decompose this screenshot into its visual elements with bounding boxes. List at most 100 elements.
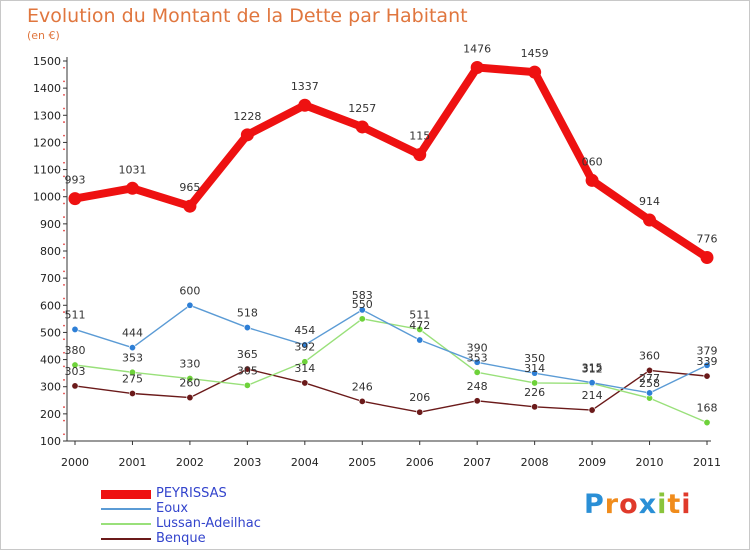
data-point — [531, 369, 539, 377]
x-tick-label: 2007 — [463, 456, 491, 469]
data-point — [183, 199, 197, 213]
data-label: 365 — [237, 348, 258, 361]
x-tick-label: 2006 — [406, 456, 434, 469]
data-point — [588, 406, 596, 414]
y-minor-tick — [63, 216, 65, 218]
data-point — [128, 344, 136, 352]
data-point — [243, 365, 251, 373]
data-label: 315 — [582, 362, 603, 375]
data-point — [473, 397, 481, 405]
data-label: 168 — [697, 402, 718, 415]
x-tick-label: 2008 — [521, 456, 549, 469]
data-point — [301, 358, 309, 366]
data-label: 206 — [409, 391, 430, 404]
data-point — [186, 301, 194, 309]
data-point — [703, 419, 711, 427]
data-label: 258 — [639, 377, 660, 390]
data-point — [71, 325, 79, 333]
y-minor-tick — [63, 66, 65, 69]
legend-item: Lussan-Adeilhac — [101, 516, 361, 532]
data-point — [416, 336, 424, 344]
series-line-benque — [74, 368, 708, 413]
data-point — [243, 324, 251, 332]
data-point — [358, 397, 366, 405]
logo-letter: r — [604, 489, 620, 520]
data-point — [301, 379, 309, 387]
y-minor-tick — [63, 94, 65, 96]
data-label: 390 — [467, 341, 488, 354]
y-minor-tick — [63, 324, 65, 327]
data-label: 115 — [409, 130, 430, 143]
y-minor-tick — [63, 284, 65, 286]
legend-label: PEYRISSAS — [156, 486, 227, 501]
series-line-eoux — [74, 304, 708, 394]
y-minor-tick — [63, 338, 65, 341]
data-label: 330 — [179, 358, 200, 371]
chart-axes — [66, 57, 711, 442]
data-point — [298, 98, 312, 112]
x-tick-label: 2005 — [348, 456, 376, 469]
logo-letter: i — [681, 489, 692, 520]
y-tick-label: 1500 — [33, 55, 61, 68]
y-tick-label: 1200 — [33, 136, 61, 149]
y-minor-tick — [63, 419, 65, 422]
data-point — [585, 173, 599, 187]
data-label: 305 — [237, 364, 258, 377]
data-point — [643, 213, 657, 227]
series-line-lussan-adeilhac — [74, 318, 708, 424]
y-minor-tick — [63, 229, 65, 232]
y-minor-tick — [63, 107, 65, 110]
data-point — [700, 251, 714, 265]
data-point — [128, 368, 136, 376]
data-point — [413, 148, 427, 162]
chart-title: Evolution du Montant de la Dette par Hab… — [27, 5, 468, 27]
data-point — [528, 65, 542, 79]
data-point — [186, 394, 194, 402]
y-minor-tick — [63, 297, 65, 300]
y-minor-tick — [63, 121, 65, 123]
legend-swatch — [101, 538, 151, 540]
data-point — [355, 120, 369, 134]
data-label: 1228 — [233, 110, 261, 123]
data-point — [243, 381, 251, 389]
legend-item: PEYRISSAS — [101, 486, 361, 502]
y-minor-tick — [63, 202, 65, 205]
x-tick-label: 2011 — [693, 456, 721, 469]
y-tick-label: 300 — [40, 381, 61, 394]
chart-ticks: 100 200 300 400 500 600 700 800 900 1000 1100 1200 1… — [33, 55, 721, 469]
data-label: 314 — [524, 362, 545, 375]
y-tick-label: 1300 — [33, 109, 61, 122]
data-point — [473, 358, 481, 366]
y-tick-label: 1400 — [33, 82, 61, 95]
y-tick-label: 500 — [40, 326, 61, 339]
x-tick-label: 2009 — [578, 456, 606, 469]
data-label: 511 — [409, 308, 430, 321]
y-minor-tick — [63, 161, 65, 164]
legend-swatch — [101, 508, 151, 510]
y-tick-label: 1100 — [33, 164, 61, 177]
data-label: 583 — [352, 289, 373, 302]
y-minor-tick — [63, 433, 65, 436]
data-point — [703, 372, 711, 380]
data-point — [240, 128, 254, 142]
chart-legend: PEYRISSAS Eoux Lussan-Adeilhac Benque — [101, 486, 361, 547]
data-label: 277 — [639, 372, 660, 385]
y-tick-label: 200 — [40, 408, 61, 421]
data-point — [358, 306, 366, 314]
y-minor-tick — [63, 270, 65, 273]
y-minor-tick — [63, 175, 65, 178]
data-label: 1257 — [348, 102, 376, 115]
data-label: 518 — [237, 307, 258, 320]
data-label: 312 — [582, 362, 603, 375]
data-point — [531, 403, 539, 411]
data-label: 600 — [179, 284, 200, 297]
y-tick-label: 800 — [40, 245, 61, 258]
data-point — [703, 361, 711, 369]
data-label: 303 — [65, 365, 86, 378]
data-label: 314 — [294, 362, 315, 375]
data-point — [588, 379, 596, 387]
data-point — [71, 361, 79, 369]
y-tick-label: 900 — [40, 218, 61, 231]
data-label: 1476 — [463, 43, 491, 56]
